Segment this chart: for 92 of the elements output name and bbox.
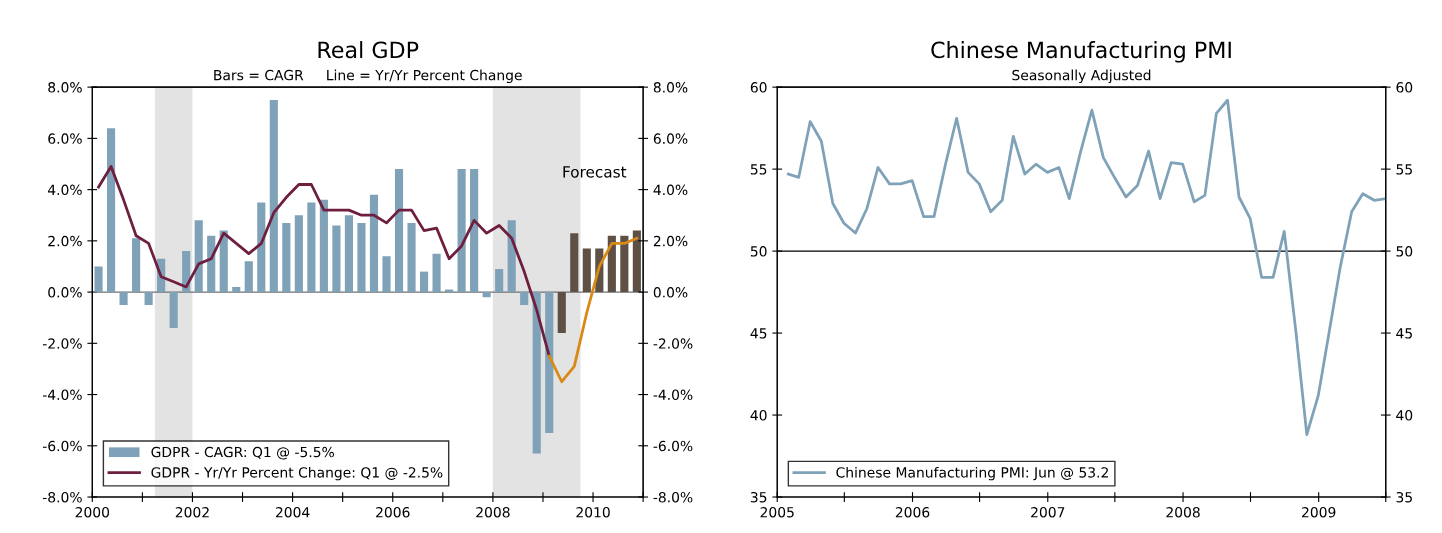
bar (332, 225, 341, 293)
bar (407, 222, 416, 293)
y2-tick-label: 55 (1396, 164, 1412, 175)
bar (582, 248, 591, 293)
y-tick-label: 4.0% (47, 184, 82, 196)
bar (369, 194, 379, 293)
legend-label: Chinese Manufacturing PMI: Jun @ 53.2 (836, 466, 1108, 481)
chart-subtitle: Bars = CAGR Line = Yr/Yr Percent Change (214, 69, 522, 84)
y2-tick-label: -4.0% (653, 389, 693, 401)
bar (307, 202, 316, 293)
y2-tick-label: -2.0% (653, 338, 693, 349)
bar (632, 230, 641, 293)
line-series (786, 98, 1386, 437)
bar (394, 169, 404, 293)
x-tick-label: 2002 (175, 506, 209, 518)
y-tick-label: -2.0% (42, 338, 82, 349)
bar (269, 99, 278, 293)
bar (344, 215, 353, 293)
y2-tick-label: 60 (1396, 82, 1413, 93)
bar (144, 292, 153, 305)
y-tick-label: 50 (750, 246, 767, 257)
y2-tick-label: 8.0% (653, 82, 688, 93)
bar (94, 266, 103, 293)
x-tick-label: 2006 (376, 506, 410, 518)
bar (607, 235, 616, 293)
x-tick-label: 2008 (476, 506, 510, 518)
x-tick-label: 2008 (1166, 506, 1200, 518)
y-tick-label: 40 (750, 410, 767, 421)
y2-tick-label: 4.0% (653, 184, 688, 196)
y2-tick-label: -8.0% (653, 491, 693, 503)
bar (532, 292, 541, 454)
bar (507, 220, 516, 293)
y2-tick-label: 45 (1396, 328, 1412, 339)
y-tick-label: -6.0% (42, 440, 82, 452)
y2-tick-label: 50 (1396, 246, 1413, 257)
y-tick-label: -4.0% (42, 389, 82, 401)
bar (545, 292, 554, 433)
x-tick-label: 2007 (1031, 506, 1065, 518)
y2-tick-label: 40 (1396, 410, 1413, 421)
y2-tick-label: 2.0% (653, 235, 688, 247)
chart-title: Chinese Manufacturing PMI (931, 41, 1231, 63)
x-tick-label: 2010 (576, 506, 610, 518)
y2-tick-label: 35 (1396, 491, 1412, 503)
y-tick-label: -8.0% (42, 491, 82, 503)
bar (495, 269, 504, 293)
y2-tick-label: 0.0% (653, 287, 688, 298)
bar (169, 292, 178, 328)
x-tick-label: 2005 (760, 506, 794, 518)
bar (257, 202, 266, 293)
annotation: Forecast (563, 166, 627, 178)
bar (520, 292, 529, 305)
x-tick-label: 2004 (275, 506, 310, 518)
y-tick-label: 8.0% (48, 82, 82, 93)
line-series (547, 236, 639, 384)
bar (194, 220, 203, 293)
bar (470, 169, 479, 293)
legend-label: GDPR - CAGR: Q1 @ -5.5% (151, 446, 334, 460)
bar (232, 286, 241, 293)
bar (294, 215, 303, 293)
x-tick-label: 2009 (1302, 506, 1336, 518)
bar (132, 238, 141, 293)
bar (620, 235, 629, 293)
y-tick-label: 0.0% (48, 287, 82, 298)
bar (570, 233, 579, 293)
y-tick-label: 55 (750, 164, 767, 175)
y2-tick-label: 6.0% (653, 133, 688, 144)
bar (432, 253, 441, 293)
legend-label: GDPR - Yr/Yr Percent Change: Q1 @ -2.5% (151, 466, 443, 481)
bar (282, 222, 291, 293)
x-tick-label: 2006 (895, 506, 930, 518)
bar (107, 128, 116, 293)
x-tick-label: 2000 (75, 506, 110, 518)
bar (119, 292, 128, 305)
y-tick-label: 6.0% (48, 133, 82, 144)
bar (457, 169, 466, 293)
bar (207, 235, 216, 293)
bar (244, 261, 253, 293)
bar (557, 292, 566, 334)
bar (319, 199, 328, 293)
bar (482, 292, 491, 298)
bar (419, 271, 429, 293)
y-tick-label: 45 (750, 328, 767, 339)
y-tick-label: 35 (750, 491, 767, 503)
chart-subtitle: Seasonally Adjusted (1012, 69, 1151, 84)
line-series (97, 165, 551, 358)
bar (219, 230, 228, 293)
chart-title: Real GDP (318, 41, 419, 59)
bar (382, 256, 391, 293)
bar (357, 222, 366, 293)
y2-tick-label: -6.0% (653, 440, 693, 452)
y-tick-label: 2.0% (48, 235, 82, 247)
y-tick-label: 60 (750, 82, 767, 93)
